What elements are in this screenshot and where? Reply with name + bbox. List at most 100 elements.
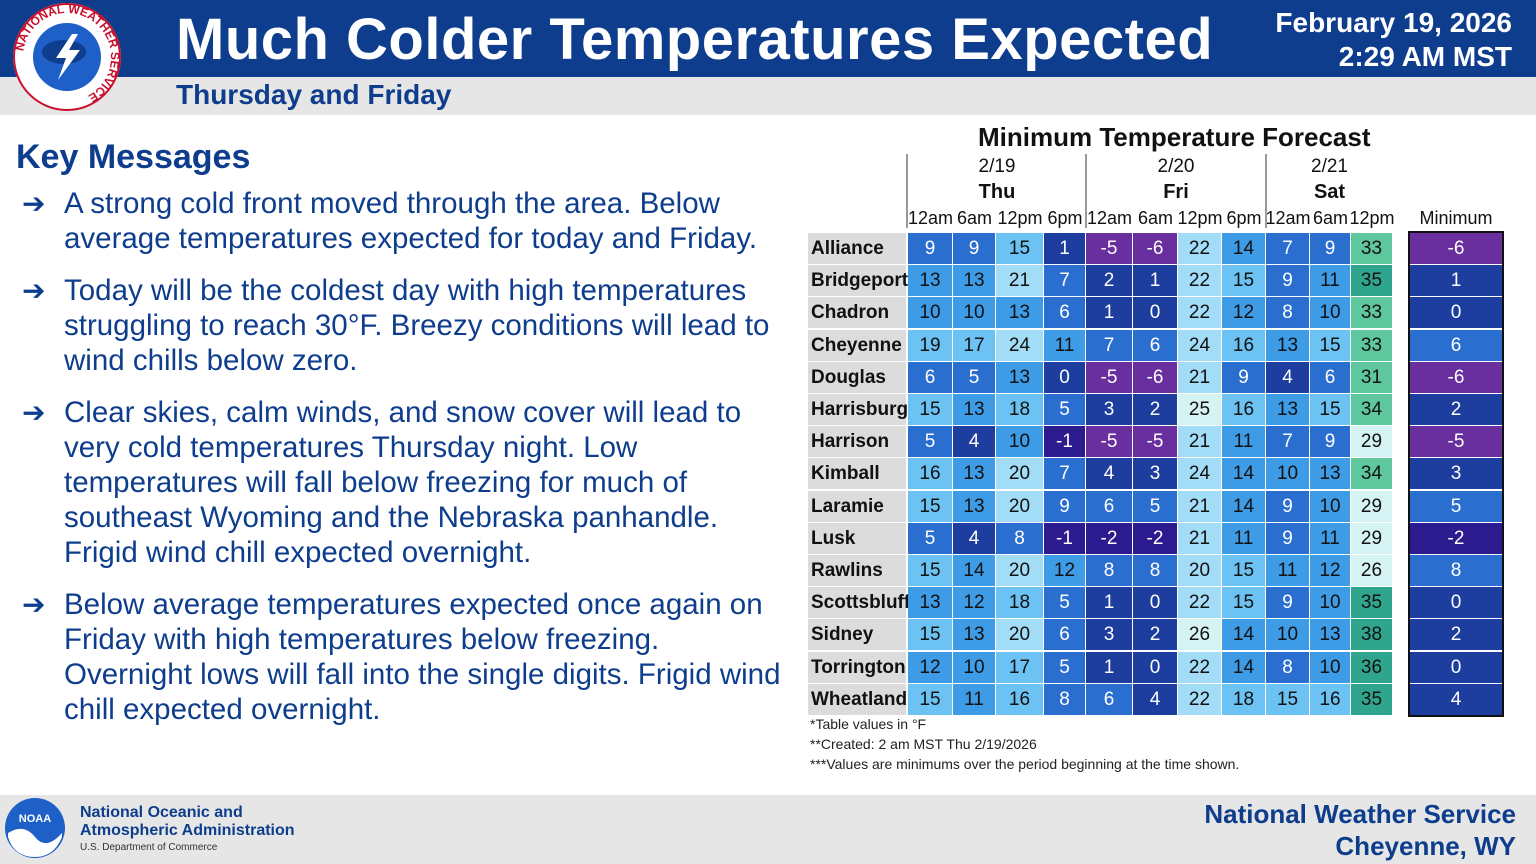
city-name: Alliance [808,233,906,265]
temp-cell: 1 [1044,233,1086,264]
minimum-cell: 0 [1410,651,1502,683]
temp-cell: 22 [1178,683,1222,715]
temp-cell: 26 [1178,619,1222,651]
noaa-name-line1: National Oceanic and [80,804,243,821]
temp-cell: 0 [1044,361,1086,393]
time-label: 6am [1137,208,1173,228]
temp-cell: 7 [1086,329,1133,361]
table-notes: *Table values in °F **Created: 2 am MST … [810,714,1239,774]
temp-cell: -6 [1133,233,1178,264]
day-date-label: 2/21 [1311,156,1348,177]
temp-cell: 34 [1351,394,1393,425]
temp-cell: 11 [1266,555,1310,586]
temp-cell: 6 [908,361,953,393]
city-name: Harrison [808,426,906,459]
temp-cell: 20 [1178,555,1222,586]
temp-cell: 10 [1310,297,1351,329]
temp-cell: 15 [1310,329,1351,361]
temp-cell: 4 [1133,683,1178,715]
temp-cell: 12 [1310,555,1351,586]
temp-cell: 13 [1310,458,1351,490]
temp-cell: 10 [953,651,996,683]
temp-cell: 15 [908,555,953,586]
city-name: Kimball [808,458,906,491]
temp-cell: 6 [1310,361,1351,393]
temp-cell: 5 [1044,587,1086,619]
nws-office: National Weather Service Cheyenne, WY [1204,798,1516,862]
temp-cell: 13 [1310,619,1351,651]
nws-logo: NATIONAL WEATHER SERVICE [12,2,122,111]
temp-cell: 15 [1222,265,1266,297]
minimum-column-frame [1408,231,1504,717]
temp-cell: 33 [1351,329,1393,361]
temp-cell: 5 [953,361,996,393]
city-name: Torrington [808,651,906,684]
temp-cell: 11 [953,683,996,715]
temp-cell: 33 [1351,297,1393,329]
temp-cell: 12 [953,587,996,619]
temp-cell: 10 [1266,458,1310,490]
temp-cell: 13 [996,361,1044,393]
date-time: February 19, 2026 2:29 AM MST [1275,6,1512,74]
temp-cell: 21 [1178,490,1222,522]
temp-cell: 5 [908,426,953,458]
key-messages-list: ➔ A strong cold front moved through the … [22,186,782,744]
noaa-logo: NOAA [5,798,65,858]
time-label: 12pm [997,208,1043,228]
minimum-cell: 0 [1410,587,1502,619]
temp-cell: 22 [1178,297,1222,329]
minimum-cell: 4 [1410,683,1502,715]
city-name: Cheyenne [808,329,906,362]
temp-cell: 4 [1266,361,1310,393]
city-name: Harrisburg [808,394,908,426]
arrow-icon: ➔ [22,275,46,306]
day-name-label: Thu [978,181,1016,203]
nws-office-line1: National Weather Service [1204,799,1516,829]
temp-cell: 8 [996,522,1044,554]
temp-cell: 6 [1044,297,1086,329]
temp-cell: 25 [1178,394,1222,425]
temp-cell: 35 [1351,683,1393,715]
temp-cell: 34 [1351,458,1393,490]
temp-cell: 16 [996,683,1044,715]
temp-cell: 13 [996,297,1044,329]
temp-cell: 11 [1044,329,1086,361]
temp-cell: -5 [1133,426,1178,458]
temp-cell: 4 [953,522,996,554]
temp-cell: 2 [1133,394,1178,425]
temp-cell: 6 [1086,490,1133,522]
min-temp-forecast-table: Minimum Temperature Forecast 2/19 Thu 2/20… [808,118,1508,718]
temp-cell: 15 [1222,587,1266,619]
minimum-cell: -6 [1410,233,1502,264]
temp-cell: 8 [1133,555,1178,586]
temp-cell: 5 [1044,394,1086,425]
temp-cell: 24 [1178,329,1222,361]
temp-cell: 5 [908,522,953,554]
temp-cell: 21 [996,265,1044,297]
header-bar [0,0,1536,77]
temp-cell: 14 [1222,619,1266,651]
temp-cell: 7 [1266,426,1310,458]
temp-cell: 18 [996,394,1044,425]
temp-cell: 13 [908,587,953,619]
minimum-cell: 6 [1410,329,1502,361]
temp-cell: 3 [1133,458,1178,490]
day-date-label: 2/20 [1157,156,1195,177]
nws-office-line2: Cheyenne, WY [1335,831,1516,861]
temp-cell: 8 [1266,651,1310,683]
temp-cell: 14 [1222,490,1266,522]
page-subtitle: Thursday and Friday [176,79,452,110]
temp-cell: 10 [1266,619,1310,651]
temp-cell: 26 [1351,555,1393,586]
temp-cell: 21 [1178,426,1222,458]
arrow-icon: ➔ [22,397,46,428]
temp-cell: 14 [1222,651,1266,683]
temp-cell: 22 [1178,233,1222,264]
temp-cell: -1 [1044,426,1086,458]
temp-cell: 0 [1133,651,1178,683]
temp-cell: 10 [908,297,953,329]
minimum-cell: 0 [1410,297,1502,329]
temp-cell: 9 [1310,233,1351,264]
city-name: Laramie [808,490,906,523]
temp-cell: 14 [1222,233,1266,264]
